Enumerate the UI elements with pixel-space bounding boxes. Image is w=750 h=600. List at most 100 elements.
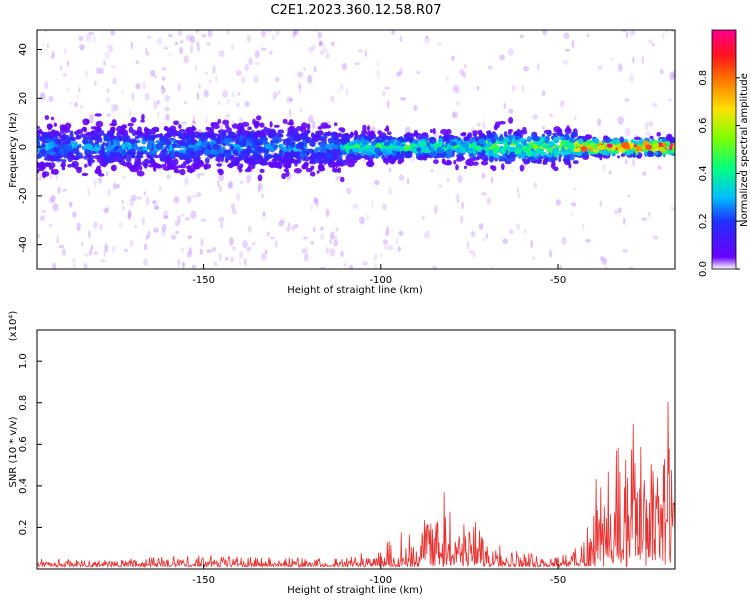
spectrogram-noise-speck [311,44,317,51]
spectrogram-cell [284,163,292,169]
spectrogram-noise-speck [265,30,268,33]
spectrogram-noise-speck [111,65,117,69]
spectrogram-cell [442,159,446,165]
spectrogram-noise-speck [549,113,553,118]
spectrogram-noise-speck [374,180,380,186]
spectrogram-cell [208,154,214,159]
spectrogram-noise-speck [425,35,429,39]
spectrogram-noise-speck [219,184,222,193]
spectrogram-cell [309,140,316,147]
spectrogram-cell [135,166,140,173]
spectrogram-cell [140,119,145,123]
spectrogram-cell [212,143,220,151]
spectrogram-cell [390,138,395,144]
spectrogram-cell [217,156,221,163]
spectrogram-noise-speck [186,34,192,42]
spectrogram-noise-speck [162,223,167,232]
spectrogram-noise-speck [396,72,401,77]
spectrogram-noise-speck [555,199,562,206]
spectrogram-noise-speck [103,207,109,213]
spectrogram-cell [241,121,250,127]
spectrogram-noise-speck [618,63,623,72]
spectrogram-noise-speck [200,238,204,247]
spectrogram-noise-speck [40,92,46,101]
spectrogram-cell [399,137,405,143]
spectrogram-noise-speck [95,67,101,75]
spectrogram-cell [340,176,345,183]
spectrogram-cell [220,152,226,159]
spectrogram-noise-speck [196,41,200,47]
spectrogram-cell [636,154,642,159]
spectrogram-noise-speck [382,203,387,211]
spectrogram-noise-speck [625,31,629,39]
spectrogram-y-tick-label: 20 [18,92,29,105]
spectrogram-noise-speck [135,83,141,90]
spectrogram-noise-speck [400,97,407,101]
spectrogram-noise-speck [335,227,339,232]
spectrogram-noise-speck [231,203,236,211]
spectrogram-cell [210,133,216,138]
spectrogram-noise-speck [56,235,59,245]
spectrogram-cell [51,169,55,175]
spectrogram-noise-speck [153,75,158,79]
spectrogram-cell [522,146,529,153]
spectrogram-noise-speck [617,207,622,214]
spectrogram-noise-speck [632,158,635,167]
spectrogram-cell [142,132,149,138]
spectrogram-cell [186,127,194,134]
spectrogram-cell [386,131,392,136]
spectrogram-cell [179,168,186,176]
spectrogram-noise-speck [145,51,150,56]
spectrogram-noise-speck [476,122,481,127]
spectrogram-cell [117,153,123,157]
spectrogram-noise-speck [659,68,664,75]
spectrogram-noise-speck [502,238,508,244]
spectrogram-noise-speck [582,223,585,230]
spectrogram-cell [419,141,427,147]
spectrogram-cell [474,145,482,152]
spectrogram-cell [453,159,457,165]
spectrogram-noise-speck [600,255,604,262]
spectrogram-noise-speck [206,249,213,253]
spectrogram-noise-speck [647,39,653,44]
spectrogram-cell [264,128,272,133]
spectrogram-noise-speck [373,262,378,269]
spectrogram-noise-speck [436,42,443,47]
spectrogram-noise-speck [145,196,150,206]
spectrogram-noise-speck [571,202,577,207]
spectrogram-cell [573,147,581,153]
spectrogram-cell [238,154,243,161]
spectrogram-cell [365,151,373,156]
spectrogram-cell [566,125,570,132]
spectrogram-noise-speck [310,204,314,212]
spectrogram-noise-speck [563,32,570,40]
spectrogram-noise-speck [333,240,339,247]
spectrogram-noise-speck [366,213,369,221]
spectrogram-noise-speck [473,251,476,259]
spectrogram-cell [86,119,90,124]
spectrogram-noise-speck [186,195,192,204]
spectrogram-noise-speck [476,86,480,91]
spectrogram-noise-speck [143,243,148,251]
spectrogram-cell [325,144,332,150]
spectrogram-noise-speck [235,69,242,76]
spectrogram-cell [400,150,405,154]
spectrogram-noise-speck [218,216,225,223]
spectrogram-noise-speck [88,31,95,35]
spectrogram-noise-speck [195,64,198,73]
spectrogram-noise-speck [163,215,169,219]
spectrogram-noise-speck [274,76,280,83]
spectrogram-noise-speck [184,217,191,221]
spectrogram-cell [227,143,233,147]
spectrogram-noise-speck [434,205,438,214]
spectrogram-noise-speck [79,44,85,51]
spectrogram-noise-speck [51,50,56,58]
spectrogram-cell [142,137,148,141]
spectrogram-cell [319,142,326,149]
spectrogram-noise-speck [62,248,66,257]
spectrogram-cell [114,146,119,150]
spectrogram-noise-speck [106,96,110,103]
spectrogram-noise-speck [320,226,324,231]
spectrogram-cell [484,143,493,147]
spectrogram-cell [537,159,541,164]
